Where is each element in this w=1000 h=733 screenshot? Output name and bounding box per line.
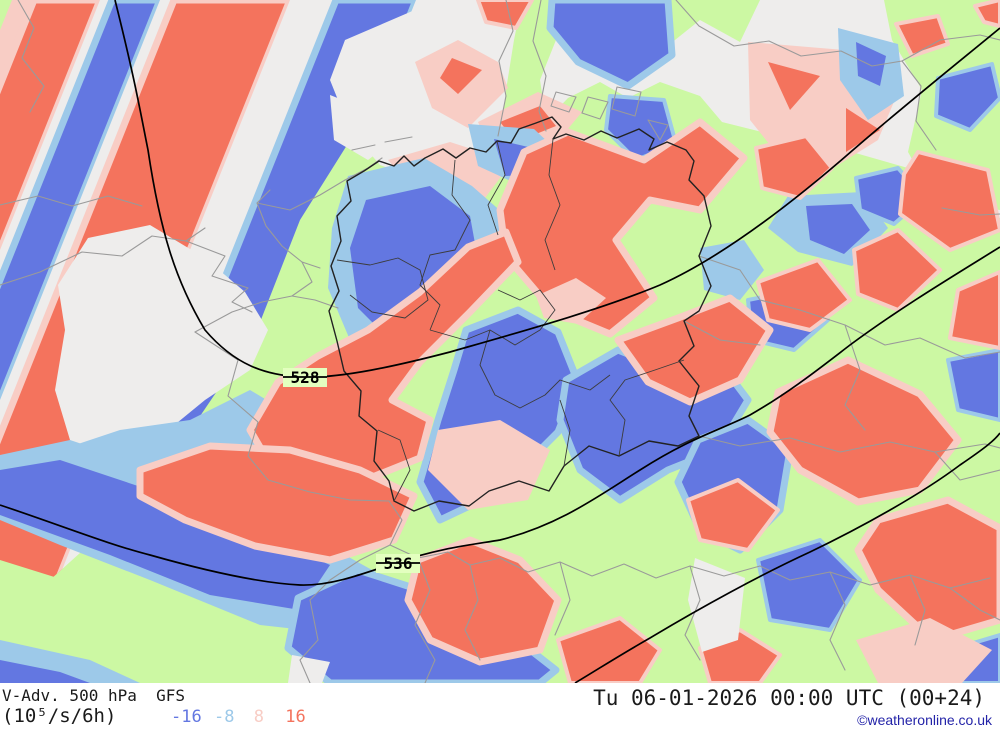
contour-label-528: 528 xyxy=(283,368,327,387)
map-units: (10⁵/s/6h) xyxy=(2,705,117,727)
map-title: V-Adv. 500 hPa GFS xyxy=(2,686,186,705)
color-scale: -16 -8 8 16 xyxy=(171,707,306,727)
weather-map: 528 536 xyxy=(0,0,1000,683)
contour-label-536: 536 xyxy=(376,554,420,573)
germany-borders xyxy=(328,116,712,512)
contour-544 xyxy=(574,432,1000,683)
country-borders xyxy=(0,0,1000,683)
contour-536 xyxy=(0,246,1000,586)
scale-value-pos16: 16 xyxy=(285,707,306,727)
legend-bar: V-Adv. 500 hPa GFS (10⁵/s/6h) -16 -8 8 1… xyxy=(0,683,1000,733)
advection-cells-positive xyxy=(136,118,1000,683)
scale-value-neg8: -8 xyxy=(213,707,235,727)
stripe-field-southwest xyxy=(0,440,390,683)
scale-value-neg16: -16 xyxy=(171,707,202,727)
contour-label-528-text: 528 xyxy=(291,368,320,387)
copyright: ©weatheronline.co.uk xyxy=(857,712,992,728)
contour-lines xyxy=(0,0,1000,683)
contour-528 xyxy=(114,0,1000,379)
contour-label-536-text: 536 xyxy=(384,554,413,573)
valid-datetime: Tu 06-01-2026 00:00 UTC (00+24) xyxy=(593,686,985,710)
scale-value-pos8: 8 xyxy=(253,707,264,727)
alps-gray-patches xyxy=(288,558,745,683)
